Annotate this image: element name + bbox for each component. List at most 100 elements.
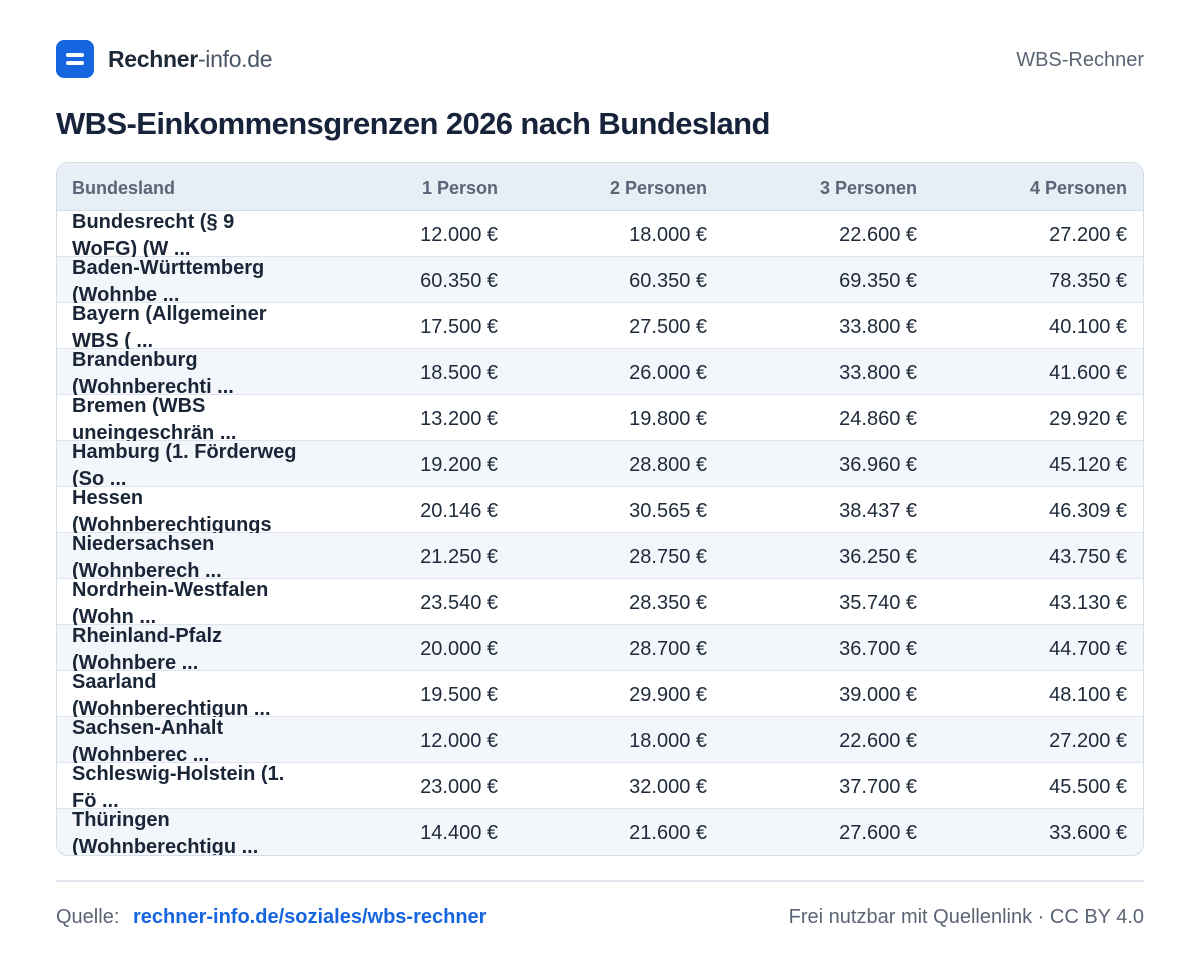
cell-1-person: 13.200 € (420, 408, 498, 430)
cell-1-person: 20.000 € (420, 638, 498, 660)
brand-name-light: -info.de (197, 46, 273, 72)
cell-bundesland-text: Nordrhein-Westfalen (Wohn ... (72, 579, 269, 625)
cell-bundesland: Bayern (Allgemeiner WBS ( ... (72, 303, 302, 349)
logo-icon (56, 40, 94, 78)
cell-bundesland-text: Rheinland-Pfalz (Wohnbere ... (72, 625, 223, 671)
table-header: Bundesland 1 Person 2 Personen 3 Persone… (57, 163, 1143, 211)
cell-4-personen: 44.700 € (1049, 638, 1127, 660)
cell-4-personen: 48.100 € (1049, 684, 1127, 706)
cell-bundesland-text: Saarland (Wohnberechtigun ... (72, 671, 271, 717)
table-row: Thüringen (Wohnberechtigu ... 14.400 € 21.… (57, 809, 1143, 855)
cell-bundesland-text: Sachsen-Anhalt (Wohnberec ... (72, 717, 224, 763)
cell-3-personen: 24.860 € (839, 408, 917, 430)
table-row: Bayern (Allgemeiner WBS ( ... 17.500 € 27.… (57, 303, 1143, 349)
cell-bundesland-text: Bayern (Allgemeiner WBS ( ... (72, 303, 267, 349)
cell-1-person: 20.146 € (420, 500, 498, 522)
cell-4-personen: 27.200 € (1049, 224, 1127, 246)
cell-3-personen: 39.000 € (839, 684, 917, 706)
header-calculator-label[interactable]: WBS-Rechner (1016, 49, 1144, 71)
source-link[interactable]: rechner-info.de/soziales/wbs-rechner (133, 906, 487, 928)
cell-4-personen: 45.120 € (1049, 454, 1127, 476)
table-row: Schleswig-Holstein (1. Fö ... 23.000 € 32.… (57, 763, 1143, 809)
cell-bundesland-text: Thüringen (Wohnberechtigu ... (72, 809, 259, 855)
cell-bundesland: Baden-Württemberg (Wohnbe ... (72, 257, 302, 303)
cell-2-personen: 27.500 € (629, 316, 707, 338)
cell-1-person: 23.000 € (420, 776, 498, 798)
cell-bundesland-text: Niedersachsen (Wohnberech ... (72, 533, 222, 579)
column-header-bundesland: Bundesland (72, 178, 176, 198)
cell-1-person: 12.000 € (420, 730, 498, 752)
column-header-2-personen: 2 Personen (609, 178, 707, 198)
cell-1-person: 17.500 € (420, 316, 498, 338)
cell-1-person: 19.200 € (420, 454, 498, 476)
cell-bundesland-text: Hessen (Wohnberechtigungs (72, 487, 272, 533)
cell-2-personen: 28.350 € (629, 592, 707, 614)
cell-4-personen: 78.350 € (1049, 270, 1127, 292)
cell-3-personen: 33.800 € (839, 316, 917, 338)
cell-2-personen: 19.800 € (629, 408, 707, 430)
cell-4-personen: 40.100 € (1049, 316, 1127, 338)
cell-2-personen: 30.565 € (629, 500, 707, 522)
cell-2-personen: 18.000 € (629, 730, 707, 752)
table-row: Hamburg (1. Förderweg (So ... 19.200 € 28.… (57, 441, 1143, 487)
cell-2-personen: 28.700 € (629, 638, 707, 660)
cell-bundesland: Hessen (Wohnberechtigungs (72, 487, 302, 533)
cell-bundesland-text: Hamburg (1. Förderweg (So ... (72, 441, 297, 487)
cell-3-personen: 36.250 € (839, 546, 917, 568)
cell-bundesland: Niedersachsen (Wohnberech ... (72, 533, 302, 579)
table-row: Nordrhein-Westfalen (Wohn ... 23.540 € 28.… (57, 579, 1143, 625)
cell-1-person: 18.500 € (420, 362, 498, 384)
cell-3-personen: 69.350 € (839, 270, 917, 292)
cell-2-personen: 32.000 € (629, 776, 707, 798)
license-note: Frei nutzbar mit Quellenlink · CC BY 4.0 (788, 906, 1144, 928)
table-row: Rheinland-Pfalz (Wohnbere ... 20.000 € 28.… (57, 625, 1143, 671)
table-row: Bremen (WBS uneingeschrän ... 13.200 € 19.… (57, 395, 1143, 441)
table-row: Hessen (Wohnberechtigungs 20.146 € 30.565 … (57, 487, 1143, 533)
cell-2-personen: 29.900 € (629, 684, 707, 706)
cell-bundesland: Rheinland-Pfalz (Wohnbere ... (72, 625, 302, 671)
table-row: Saarland (Wohnberechtigun ... 19.500 € 29.… (57, 671, 1143, 717)
column-header-3-personen: 3 Personen (819, 178, 917, 198)
page-title: WBS-Einkommensgrenzen 2026 nach Bundesla… (56, 106, 770, 141)
cell-bundesland: Bremen (WBS uneingeschrän ... (72, 395, 302, 441)
cell-2-personen: 28.800 € (629, 454, 707, 476)
cell-3-personen: 37.700 € (839, 776, 917, 798)
cell-bundesland: Sachsen-Anhalt (Wohnberec ... (72, 717, 302, 763)
table-body: Bundesrecht (§ 9 WoFG) (W ... 12.000 € 18.… (57, 211, 1143, 855)
cell-4-personen: 43.130 € (1049, 592, 1127, 614)
income-limits-table: Bundesland 1 Person 2 Personen 3 Persone… (56, 162, 1144, 856)
cell-4-personen: 29.920 € (1049, 408, 1127, 430)
column-header-1-person: 1 Person (421, 178, 498, 198)
cell-3-personen: 36.700 € (839, 638, 917, 660)
cell-1-person: 21.250 € (420, 546, 498, 568)
cell-4-personen: 45.500 € (1049, 776, 1127, 798)
cell-1-person: 12.000 € (420, 224, 498, 246)
cell-3-personen: 22.600 € (839, 224, 917, 246)
cell-bundesland-text: Bremen (WBS uneingeschrän ... (72, 395, 237, 441)
source-label: Quelle: (56, 906, 120, 928)
cell-bundesland-text: Brandenburg (Wohnberechti ... (72, 349, 234, 395)
cell-2-personen: 21.600 € (629, 822, 707, 844)
table-row: Baden-Württemberg (Wohnbe ... 60.350 € 60.… (57, 257, 1143, 303)
brand-name-strong: Rechner (108, 46, 198, 72)
column-header-4-personen: 4 Personen (1029, 178, 1127, 198)
cell-2-personen: 28.750 € (629, 546, 707, 568)
cell-2-personen: 60.350 € (629, 270, 707, 292)
cell-bundesland: Nordrhein-Westfalen (Wohn ... (72, 579, 302, 625)
cell-bundesland-text: Schleswig-Holstein (1. Fö ... (72, 763, 285, 809)
cell-3-personen: 33.800 € (839, 362, 917, 384)
cell-4-personen: 46.309 € (1049, 500, 1127, 522)
table-row: Sachsen-Anhalt (Wohnberec ... 12.000 € 18.… (57, 717, 1143, 763)
cell-bundesland-text: Baden-Württemberg (Wohnbe ... (72, 257, 265, 303)
cell-4-personen: 27.200 € (1049, 730, 1127, 752)
cell-bundesland: Hamburg (1. Förderweg (So ... (72, 441, 302, 487)
table-row: Brandenburg (Wohnberechti ... 18.500 € 26.… (57, 349, 1143, 395)
cell-3-personen: 36.960 € (839, 454, 917, 476)
brand-name[interactable]: Rechner-info.de (108, 46, 273, 72)
cell-1-person: 19.500 € (420, 684, 498, 706)
cell-1-person: 60.350 € (420, 270, 498, 292)
page-header: Rechner-info.de WBS-Rechner (56, 40, 1144, 78)
cell-bundesland: Brandenburg (Wohnberechti ... (72, 349, 302, 395)
table-row: Niedersachsen (Wohnberech ... 21.250 € 28.… (57, 533, 1143, 579)
cell-3-personen: 38.437 € (839, 500, 917, 522)
